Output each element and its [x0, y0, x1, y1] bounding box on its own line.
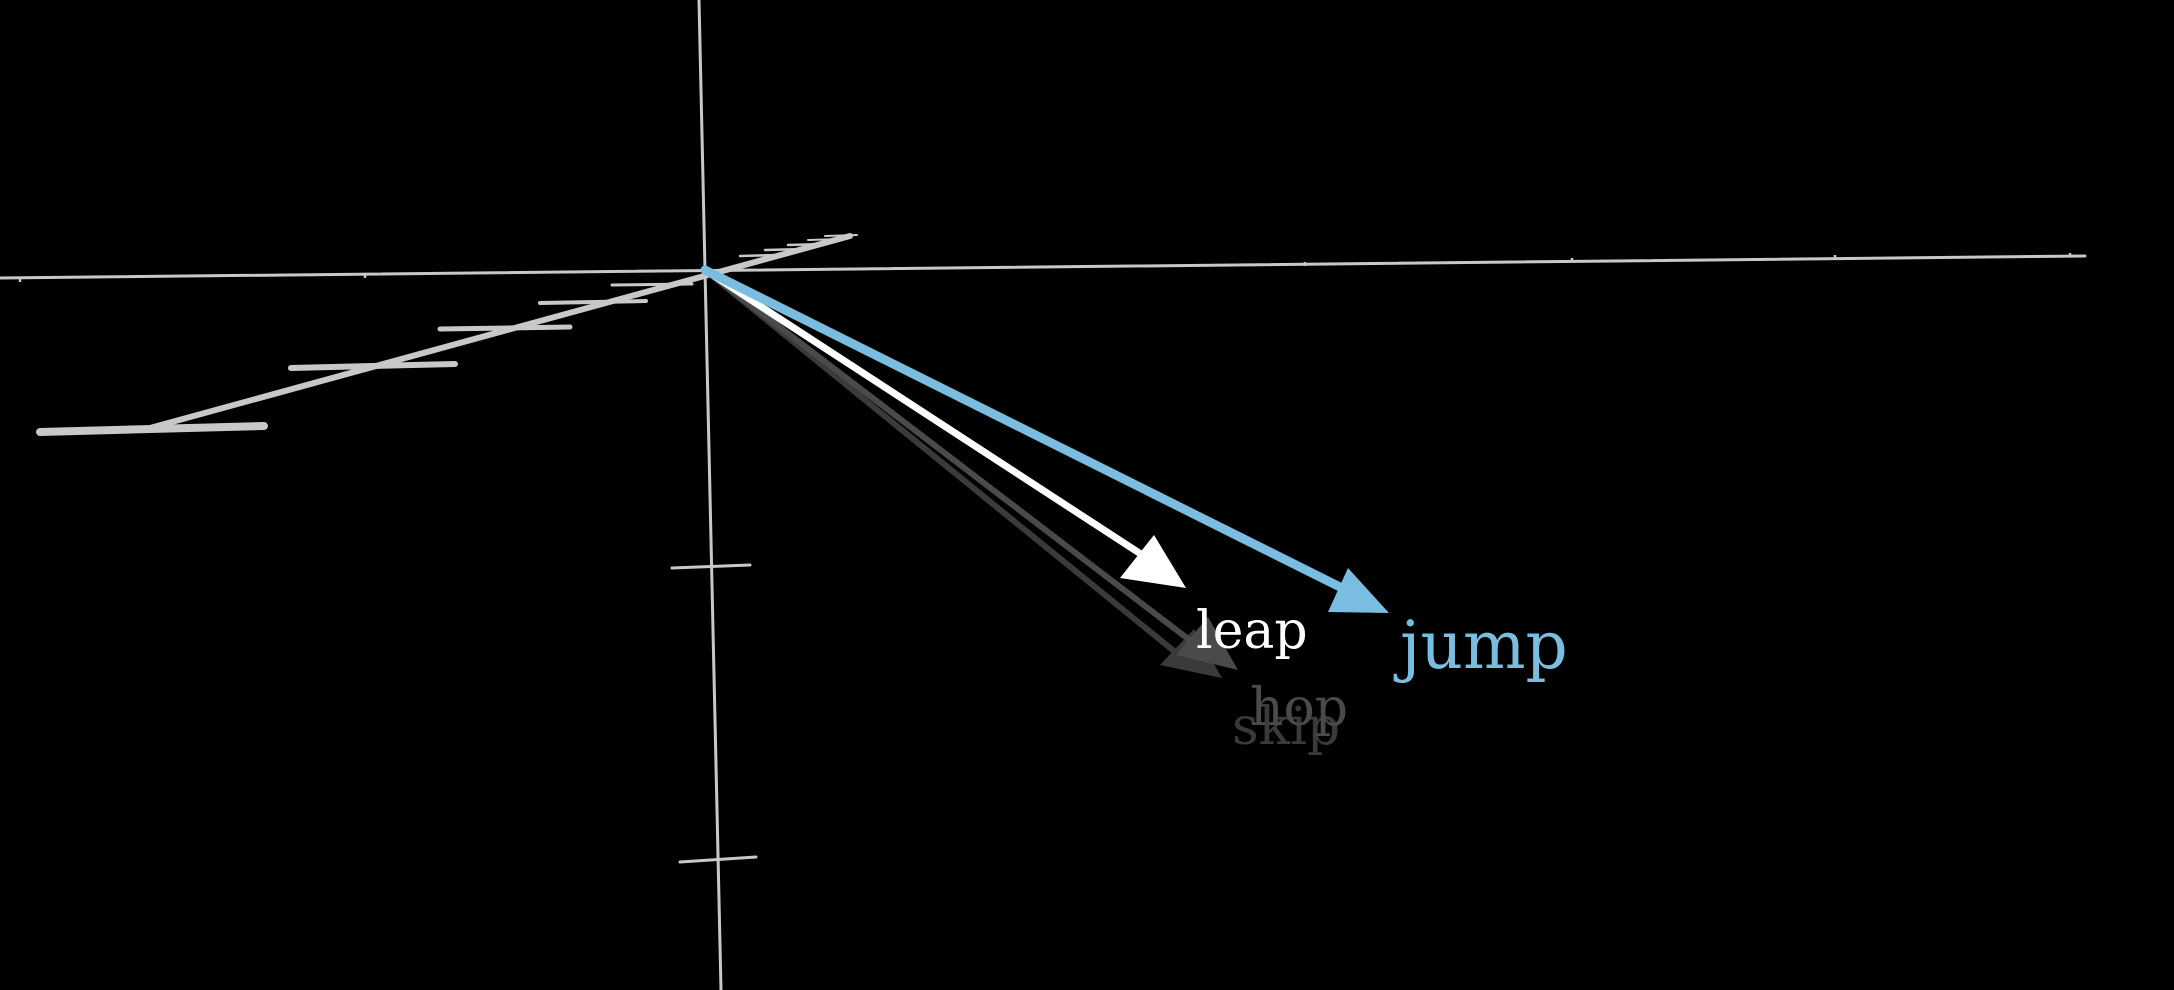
label-hop: hop — [1250, 678, 1348, 738]
label-skip: skip — [1232, 697, 1340, 757]
vector-leap: leap — [701, 266, 1308, 661]
z-tick — [610, 282, 694, 287]
x-axis-ticks — [18, 253, 2072, 282]
x-axis — [0, 254, 2087, 280]
vector-leap-arrowhead — [1120, 535, 1186, 588]
vector-hop: hop — [702, 267, 1348, 738]
word-vectors: skip hop leap jump — [700, 265, 1568, 757]
y-axis-ticks — [670, 563, 758, 864]
z-tick — [807, 238, 843, 241]
y-axis — [697, 0, 723, 990]
vector-leap-shaft — [701, 266, 1154, 564]
vector-skip-shaft — [702, 267, 1188, 663]
label-leap: leap — [1196, 601, 1308, 661]
vector-jump-shaft — [700, 265, 1351, 595]
label-jump: jump — [1393, 607, 1568, 684]
z-tick — [538, 299, 648, 305]
vector-skip: skip — [702, 267, 1340, 757]
z-tick — [786, 242, 827, 247]
vector-hop-arrowhead — [1176, 617, 1238, 670]
z-axis — [147, 233, 853, 431]
y-tick — [670, 563, 752, 570]
vector-jump: jump — [700, 265, 1568, 684]
z-tick — [824, 234, 858, 237]
vector-jump-arrowhead — [1328, 568, 1389, 613]
z-axis-ticks — [36, 234, 858, 436]
vector-hop-shaft — [702, 267, 1203, 651]
z-tick — [36, 422, 268, 436]
z-tick — [437, 324, 573, 332]
z-tick — [288, 361, 458, 371]
y-tick — [678, 855, 758, 864]
axes — [0, 0, 2087, 990]
z-tick — [738, 253, 780, 258]
z-tick — [763, 247, 808, 252]
